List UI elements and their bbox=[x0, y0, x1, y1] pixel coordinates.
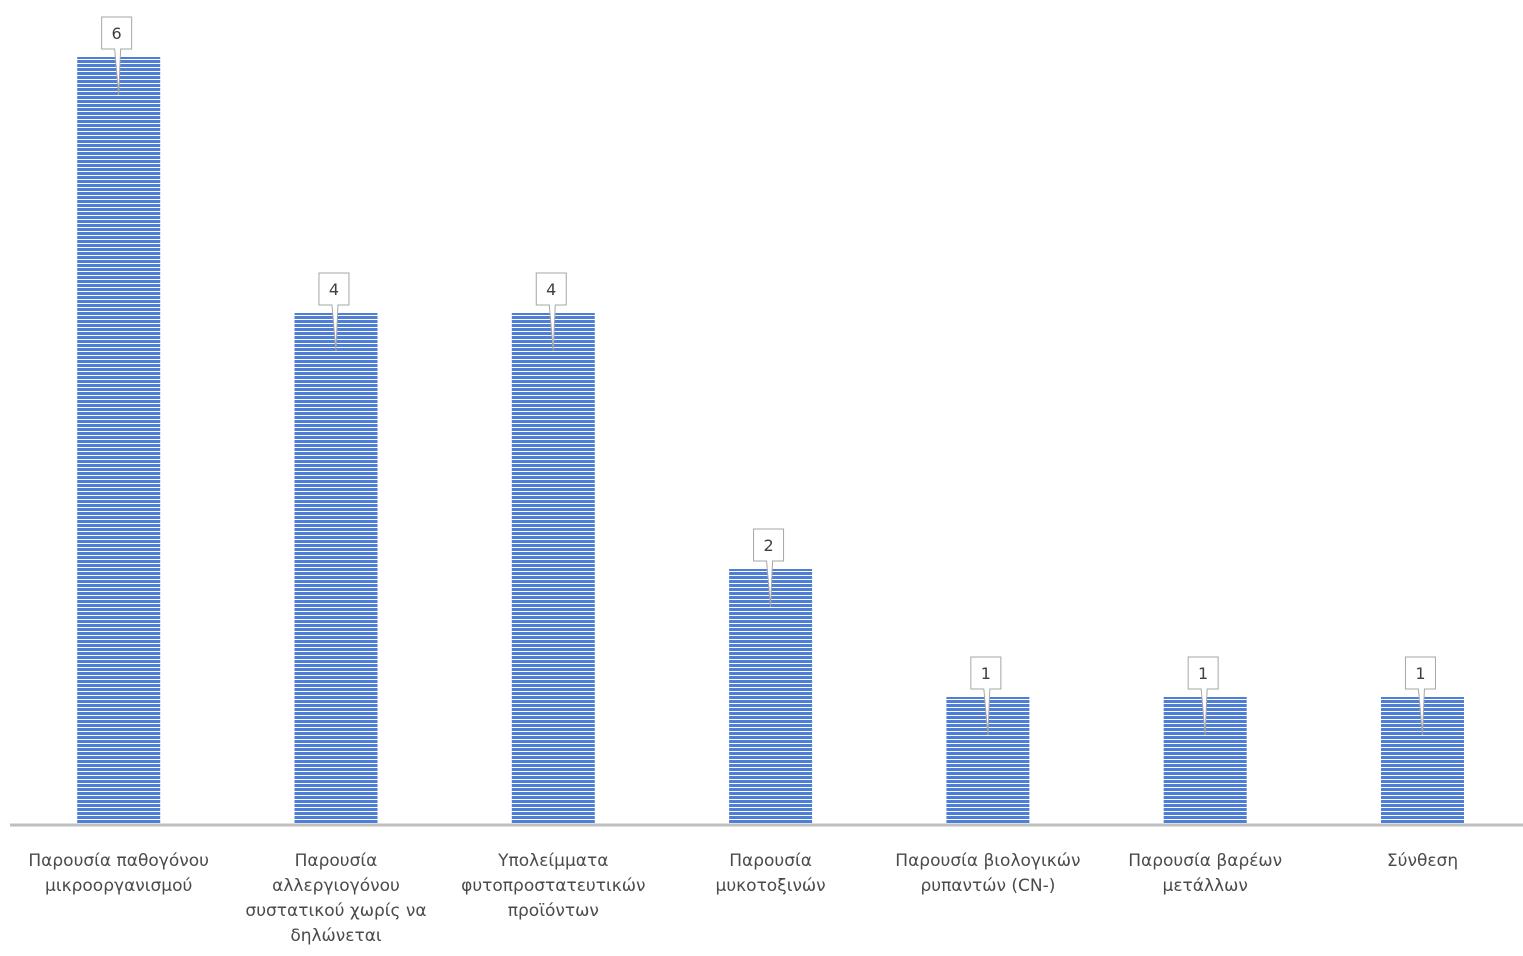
category-label-line-0-0: Παρουσία παθογόνου bbox=[28, 851, 209, 871]
category-label-line-4-1: ρυπαντών (CN-) bbox=[920, 876, 1055, 896]
bar-0 bbox=[77, 57, 161, 825]
bar-1 bbox=[294, 313, 378, 825]
category-label-0: Παρουσία παθογόνου μικροοργανισμού bbox=[28, 851, 209, 896]
category-label-line-3-1: μυκοτοξινών bbox=[716, 876, 826, 896]
data-label-text-1: 4 bbox=[329, 280, 339, 299]
data-label-text-3: 2 bbox=[763, 536, 773, 555]
category-labels-group: Παρουσία παθογόνου μικροοργανισμούΠαρουσί… bbox=[28, 851, 1458, 946]
category-label-line-5-1: μετάλλων bbox=[1163, 876, 1248, 896]
category-label-line-1-2: συστατικού χωρίς να bbox=[245, 901, 426, 921]
data-label-text-4: 1 bbox=[981, 664, 991, 683]
data-label-text-6: 1 bbox=[1415, 664, 1425, 683]
category-label-line-6-0: Σύνθεση bbox=[1387, 851, 1458, 871]
data-label-4: 1 bbox=[970, 656, 1002, 736]
category-label-5: Παρουσία βαρέων μετάλλων bbox=[1128, 851, 1282, 896]
data-label-0: 6 bbox=[101, 16, 133, 96]
category-label-line-1-1: αλλεργιογόνου bbox=[272, 876, 400, 896]
category-label-line-1-0: Παρουσία bbox=[295, 851, 378, 871]
data-label-text-2: 4 bbox=[546, 280, 556, 299]
data-label-text-0: 6 bbox=[112, 24, 122, 43]
bars-group bbox=[77, 57, 1464, 825]
category-label-2: Υπολείμματα φυτοπροστατευτικών προϊόντων bbox=[461, 851, 645, 921]
category-label-line-5-0: Παρουσία βαρέων bbox=[1128, 851, 1282, 871]
bar-3 bbox=[729, 569, 813, 825]
data-label-3: 2 bbox=[753, 528, 785, 608]
category-label-line-2-1: φυτοπροστατευτικών bbox=[461, 876, 645, 896]
data-label-text-5: 1 bbox=[1198, 664, 1208, 683]
category-label-line-3-0: Παρουσία bbox=[729, 851, 812, 871]
data-label-1: 4 bbox=[318, 272, 350, 352]
category-label-line-4-0: Παρουσία βιολογικών bbox=[895, 851, 1080, 871]
category-label-1: Παρουσία αλλεργιογόνου συστατικού χωρίς να… bbox=[245, 851, 426, 946]
category-label-4: Παρουσία βιολογικών ρυπαντών (CN-) bbox=[895, 851, 1080, 896]
data-label-5: 1 bbox=[1187, 656, 1219, 736]
data-label-6: 1 bbox=[1404, 656, 1436, 736]
category-label-line-2-2: προϊόντων bbox=[508, 901, 599, 921]
category-label-line-0-1: μικροοργανισμού bbox=[45, 876, 192, 896]
category-label-3: Παρουσία μυκοτοξινών bbox=[716, 851, 826, 896]
category-label-line-1-3: δηλώνεται bbox=[290, 926, 382, 946]
data-labels-group: 6 4 4 2 1 1 1 bbox=[101, 16, 1436, 736]
category-label-line-2-0: Υπολείμματα bbox=[497, 851, 608, 871]
category-label-6: Σύνθεση bbox=[1387, 851, 1458, 871]
data-label-2: 4 bbox=[535, 272, 567, 352]
bar-2 bbox=[511, 313, 595, 825]
